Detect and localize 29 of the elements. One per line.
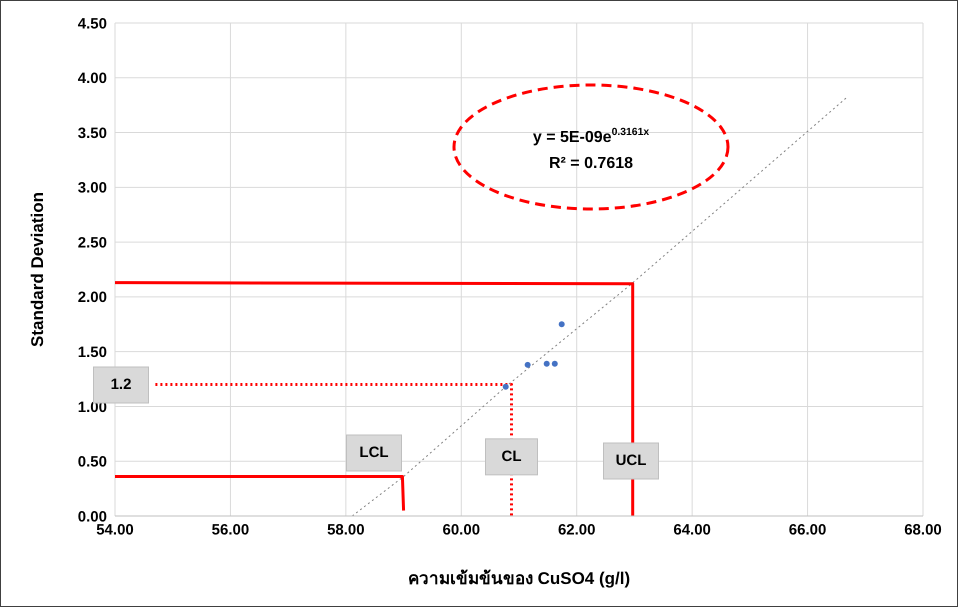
y-tick-label: 4.50 bbox=[78, 15, 107, 32]
point bbox=[558, 321, 565, 328]
point bbox=[552, 360, 558, 367]
y-tick-label: 3.50 bbox=[78, 124, 107, 142]
line-series bbox=[352, 96, 848, 516]
x-tick-label: 66.00 bbox=[788, 522, 826, 539]
point bbox=[524, 362, 531, 368]
y-tick-label: 2.50 bbox=[78, 234, 107, 252]
y-tick-label: 2.00 bbox=[78, 289, 107, 306]
annotation: y = 5E-09e$^{0.3161x}$ bbox=[532, 127, 650, 146]
x-tick-label: 58.00 bbox=[327, 522, 365, 539]
x-axis-title: ความเข้มข้นของ CuSO4 (g/l) bbox=[408, 569, 630, 588]
x-tick-label: 68.00 bbox=[904, 522, 942, 539]
y-tick-label: 0.50 bbox=[78, 454, 107, 471]
annotation: R² = 0.7618 bbox=[548, 155, 634, 172]
annotation: CL bbox=[501, 448, 522, 465]
x-tick-label: 64.00 bbox=[673, 522, 711, 539]
x-tick-label: 56.00 bbox=[212, 522, 250, 539]
annotation: LCL bbox=[359, 444, 389, 461]
point bbox=[544, 360, 550, 367]
y-tick-label: 4.00 bbox=[78, 70, 107, 88]
annotation: 1.2 bbox=[110, 376, 132, 393]
y-axis-title: Standard Deviation bbox=[28, 192, 48, 347]
annotation: UCL bbox=[616, 452, 646, 469]
x-tick-label: 62.00 bbox=[558, 522, 596, 539]
point bbox=[502, 384, 509, 390]
y-tick-label: 1.50 bbox=[78, 344, 107, 361]
x-tick-label: 60.00 bbox=[442, 522, 480, 539]
y-tick-label: 3.00 bbox=[78, 180, 107, 197]
